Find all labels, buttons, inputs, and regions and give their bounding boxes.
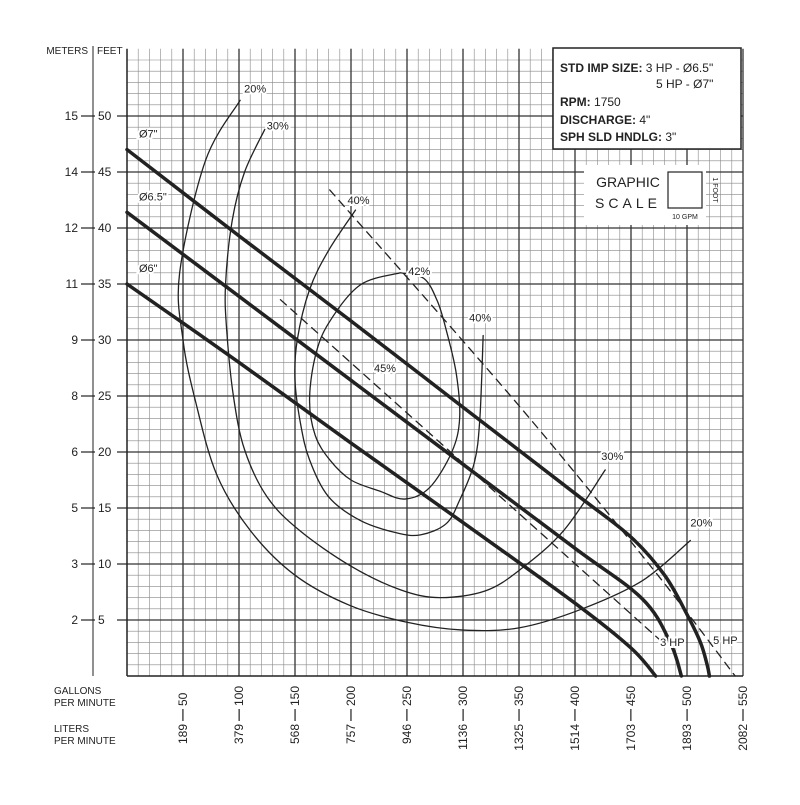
y-tick-label: 25 xyxy=(98,389,112,403)
graphic-scale-bg xyxy=(584,165,706,225)
x-tick-label: 450 xyxy=(624,686,638,706)
curve-label: 20% xyxy=(244,83,266,95)
y-tick-label: 15 xyxy=(98,501,112,515)
pump-curve xyxy=(125,147,712,678)
curve-label: 30% xyxy=(267,120,289,132)
x-axis-title: GALLONS xyxy=(54,686,102,697)
y-axis-title-feet: FEET xyxy=(97,46,123,57)
x2-tick-label: 568 xyxy=(288,724,302,744)
info-box xyxy=(552,47,742,150)
curve-label: 20% xyxy=(690,517,712,529)
x2-tick-label: 757 xyxy=(344,724,358,744)
pump-curve xyxy=(294,209,484,537)
info-value: 3 HP - Ø6.5" xyxy=(646,61,713,75)
y2-tick-label: 6 xyxy=(71,445,78,459)
pump-curve xyxy=(224,128,606,599)
x2-tick-label: 189 xyxy=(176,724,190,744)
y2-tick-label: 5 xyxy=(71,501,78,515)
curve-label: 40% xyxy=(469,313,491,325)
x-tick-label: 550 xyxy=(736,686,750,706)
info-label: RPM: xyxy=(560,95,591,109)
info-text: STD IMP SIZE: 3 HP - Ø6.5" 5 HP - Ø7" RPM:… xyxy=(560,61,713,144)
x2-tick-label: 1136 xyxy=(456,724,470,750)
y-tick-label: 40 xyxy=(98,221,112,235)
pump-curve xyxy=(308,272,461,500)
pump-curve xyxy=(125,282,658,678)
y2-tick-label: 3 xyxy=(71,557,78,571)
x-tick-label: 500 xyxy=(680,686,694,706)
curve-label: 40% xyxy=(347,195,369,207)
info-value: 4" xyxy=(639,113,650,127)
info-label: DISCHARGE: xyxy=(560,113,636,127)
x2-tick-label: 946 xyxy=(400,724,414,744)
x-tick-label: 300 xyxy=(456,686,470,706)
y-tick-label: 35 xyxy=(98,277,112,291)
y-tick-label: 20 xyxy=(98,445,112,459)
x2-tick-label: 379 xyxy=(232,724,246,744)
curve-label: 5 HP xyxy=(713,635,737,647)
graphic-scale-title: GRAPHIC xyxy=(596,174,660,190)
x2-tick-label: 1325 xyxy=(512,724,526,751)
y-tick-label: 45 xyxy=(98,165,112,179)
info-label: SPH SLD HNDLG: xyxy=(560,130,662,144)
info-line: SPH SLD HNDLG: 3" xyxy=(560,130,676,144)
info-line: STD IMP SIZE: 3 HP - Ø6.5" xyxy=(560,61,713,75)
y-tick-label: 10 xyxy=(98,557,112,571)
x2-axis-title: PER MINUTE xyxy=(54,736,116,747)
y-tick-label: 30 xyxy=(98,333,112,347)
info-line: 5 HP - Ø7" xyxy=(656,77,713,91)
x-axis-title: PER MINUTE xyxy=(54,698,116,709)
curve-label: 30% xyxy=(601,451,623,463)
x2-tick-label: 1703 xyxy=(624,724,638,751)
y2-tick-label: 12 xyxy=(65,221,79,235)
x-tick-label: 50 xyxy=(176,692,190,706)
info-line: DISCHARGE: 4" xyxy=(560,113,650,127)
hp-curve xyxy=(329,189,736,677)
info-value: 3" xyxy=(665,130,676,144)
curve-label: Ø6" xyxy=(139,263,158,275)
x2-tick-label: 1514 xyxy=(568,724,582,751)
info-line: RPM: 1750 xyxy=(560,95,621,109)
x-tick-label: 150 xyxy=(288,686,302,706)
y-axis-title-meters: METERS xyxy=(46,46,88,57)
pump-curve xyxy=(177,99,692,632)
x-tick-label: 100 xyxy=(232,686,246,706)
curve-label: 3 HP xyxy=(660,637,684,649)
y2-tick-label: 15 xyxy=(65,109,79,123)
annotation: 45% xyxy=(374,363,396,375)
info-value: 5 HP - Ø7" xyxy=(656,77,713,91)
graphic-scale-title: SCALE xyxy=(595,195,661,211)
x2-axis-title: LITERS xyxy=(54,724,89,735)
x-tick-label: 200 xyxy=(344,686,358,706)
info-label: STD IMP SIZE: xyxy=(560,61,642,75)
curve-label: Ø7" xyxy=(139,129,158,141)
info-value: 1750 xyxy=(594,95,621,109)
hp-curve xyxy=(279,299,661,641)
y2-tick-label: 14 xyxy=(65,165,79,179)
curve-label: 42% xyxy=(408,266,430,278)
curves xyxy=(125,99,736,678)
y2-tick-label: 8 xyxy=(71,389,78,403)
x-tick-label: 250 xyxy=(400,686,414,706)
curve-label: Ø6.5" xyxy=(139,191,167,203)
x2-tick-label: 2082 xyxy=(736,724,750,751)
y2-tick-label: 11 xyxy=(66,277,79,291)
y2-tick-label: 9 xyxy=(71,333,78,347)
x-tick-label: 400 xyxy=(568,686,582,706)
y-tick-label: 5 xyxy=(98,613,105,627)
graphic-scale-height: 1 FOOT xyxy=(711,177,718,203)
y2-tick-label: 2 xyxy=(71,613,78,627)
y-tick-label: 50 xyxy=(98,109,112,123)
x2-tick-label: 1893 xyxy=(680,724,694,751)
x-tick-label: 350 xyxy=(512,686,526,706)
graphic-scale-box xyxy=(667,171,703,209)
pump-curve xyxy=(125,210,684,678)
graphic-scale-width: 10 GPM xyxy=(672,214,698,221)
